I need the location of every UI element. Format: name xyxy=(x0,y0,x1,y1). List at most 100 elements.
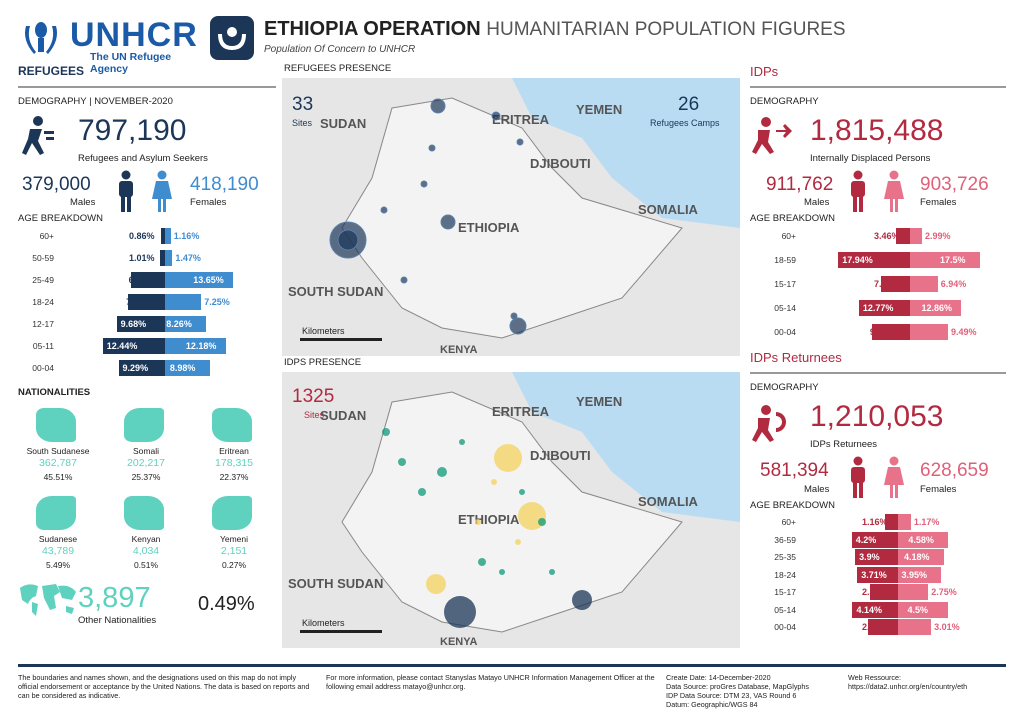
returnee-male-icon xyxy=(851,456,865,498)
nationality-count: 178,315 xyxy=(215,457,253,469)
unhcr-logo[interactable]: UNHCR The UN Refugee Agency xyxy=(18,14,198,75)
female-pct-label: 17.5% xyxy=(940,255,966,265)
female-bar xyxy=(898,531,949,548)
male-bar xyxy=(867,619,898,635)
female-bar xyxy=(165,228,171,244)
female-bar xyxy=(165,250,173,266)
map-label-ethiopia: ETHIOPIA xyxy=(458,220,520,235)
female-bar xyxy=(165,360,210,376)
idp-sites-markers xyxy=(382,428,592,628)
other-nationalities-pct: 0.49% xyxy=(198,593,255,615)
refugees-demography-title: DEMOGRAPHY | NOVEMBER-2020 xyxy=(18,96,173,107)
age-group-label: 15-17 xyxy=(774,279,796,289)
nationality-pct: 0.27% xyxy=(221,560,247,570)
age-group-label: 05-14 xyxy=(774,303,796,313)
female-pct-label: 6.94% xyxy=(940,279,967,289)
female-bar xyxy=(898,566,942,583)
refugees-males-label: Males xyxy=(70,197,96,208)
country-shape-icon xyxy=(212,408,252,442)
female-bar xyxy=(165,338,226,354)
map-label-eritrea: ERITREA xyxy=(492,112,550,127)
male-bar xyxy=(160,228,165,244)
refugees-section-title: REFUGEES xyxy=(18,64,85,78)
female-pct-label: 2.99% xyxy=(924,231,951,241)
age-group-label: 05-11 xyxy=(32,341,54,351)
female-pct-label: 9.49% xyxy=(950,327,977,337)
country-shape-icon xyxy=(36,408,76,442)
map2-sites-count: 1325 xyxy=(292,386,335,407)
idps-presence-map[interactable]: SUDAN ERITREA YEMEN DJIBOUTI ETHIOPIA SO… xyxy=(282,372,740,648)
refugees-females-label: Females xyxy=(190,197,227,208)
male-bar xyxy=(858,300,910,316)
returnees-males: 581,394 xyxy=(760,460,829,481)
idps-total-label: Internally Displaced Persons xyxy=(810,153,931,164)
map2-scale-title: Kilometers xyxy=(302,618,345,628)
other-nationalities-count: 3,897 xyxy=(78,582,151,614)
footer-web-link[interactable]: Web Ressource: https://data2.unhcr.org/e… xyxy=(848,673,968,691)
refugees-presence-map[interactable]: SUDAN ERITREA YEMEN DJIBOUTI ETHIOPIA SO… xyxy=(282,78,740,356)
idp-male-icon xyxy=(851,170,865,212)
male-bar xyxy=(102,338,165,354)
age-group-label: 18-59 xyxy=(774,255,796,265)
male-bar xyxy=(130,272,165,288)
country-shape-icon xyxy=(212,496,252,530)
refugees-females: 418,190 xyxy=(190,174,259,195)
nationality-count: 2,151 xyxy=(220,545,248,557)
divider xyxy=(750,372,1006,374)
returnees-total-label: IDPs Returnees xyxy=(810,439,878,450)
map1-sites-count: 33 xyxy=(292,94,314,115)
map-land-shapes xyxy=(282,78,740,356)
female-bar xyxy=(898,601,948,618)
map-label-djibouti: DJIBOUTI xyxy=(530,156,591,171)
age-group-label: 18-24 xyxy=(32,297,54,307)
female-pct-label: 7.25% xyxy=(204,297,230,307)
age-group-label: 60+ xyxy=(781,231,796,241)
male-pct-label: 3.9% xyxy=(859,552,880,562)
nationality-pct: 22.37% xyxy=(219,472,249,482)
refugees-age-chart: 60+ 0.86% 1.16% 50-59 1.01% 1.47% 25-49 6.88% 13… xyxy=(0,228,280,388)
male-pct-label: 12.44% xyxy=(106,341,138,351)
map2-label-ethiopia: ETHIOPIA xyxy=(458,512,520,527)
male-pct-label: 3.71% xyxy=(861,569,887,580)
returnees-age-chart: 60+ 1.16% 1.17% 36-59 4.2% 4.58% 25-35 3.9% 4.18… xyxy=(740,514,1020,638)
map1-camps-label: Refugees Camps xyxy=(650,118,720,128)
age-group-label: 25-49 xyxy=(32,275,54,285)
age-group-label: 25-35 xyxy=(774,552,796,562)
nationality-name: Sudanese xyxy=(38,534,78,544)
male-bar xyxy=(128,294,165,310)
returnees-demography-title: DEMOGRAPHY xyxy=(750,382,819,393)
returnees-section-title: IDPs Returnees xyxy=(750,350,842,365)
female-pct-label: 1.47% xyxy=(175,253,201,263)
map1-title: REFUGEES PRESENCE xyxy=(284,63,392,74)
male-bar xyxy=(857,566,898,583)
nationality-count: 4,034 xyxy=(132,545,160,557)
map2-label-yemen: YEMEN xyxy=(576,394,623,409)
divider xyxy=(750,86,1006,88)
idps-males-label: Males xyxy=(804,197,830,208)
male-pct-label: 2.52% xyxy=(862,587,888,597)
male-icon xyxy=(119,170,133,212)
male-bar xyxy=(118,360,165,376)
refugees-age-title: AGE BREAKDOWN xyxy=(18,213,103,224)
footer-meta: Create Date: 14-December-2020 Data Sourc… xyxy=(666,673,810,709)
male-bar xyxy=(885,514,898,530)
nationality-name: South Sudanese xyxy=(26,446,90,456)
refugee-running-icon xyxy=(22,116,54,155)
refugees-total: 797,190 xyxy=(78,114,187,147)
nationality-pct: 45.51% xyxy=(43,472,73,482)
male-bar xyxy=(851,531,898,548)
male-pct-label: 9.29% xyxy=(122,363,149,373)
idps-total: 1,815,488 xyxy=(810,114,944,147)
returnees-total: 1,210,053 xyxy=(810,400,944,433)
footer-disclaimer: The boundaries and names shown, and the … xyxy=(18,673,310,700)
returnees-females-label: Females xyxy=(920,484,957,495)
male-bar xyxy=(896,228,910,244)
idps-females-label: Females xyxy=(920,197,957,208)
refugees-males: 379,000 xyxy=(22,174,91,195)
nationality-count: 202,217 xyxy=(127,457,165,469)
footer-contact: For more information, please contact Sta… xyxy=(326,673,655,691)
male-pct-label: 9.68% xyxy=(120,319,147,329)
idps-demography-title: DEMOGRAPHY xyxy=(750,96,819,107)
male-pct-label: 1.16% xyxy=(862,517,888,527)
female-pct-label: 4.5% xyxy=(907,604,929,615)
